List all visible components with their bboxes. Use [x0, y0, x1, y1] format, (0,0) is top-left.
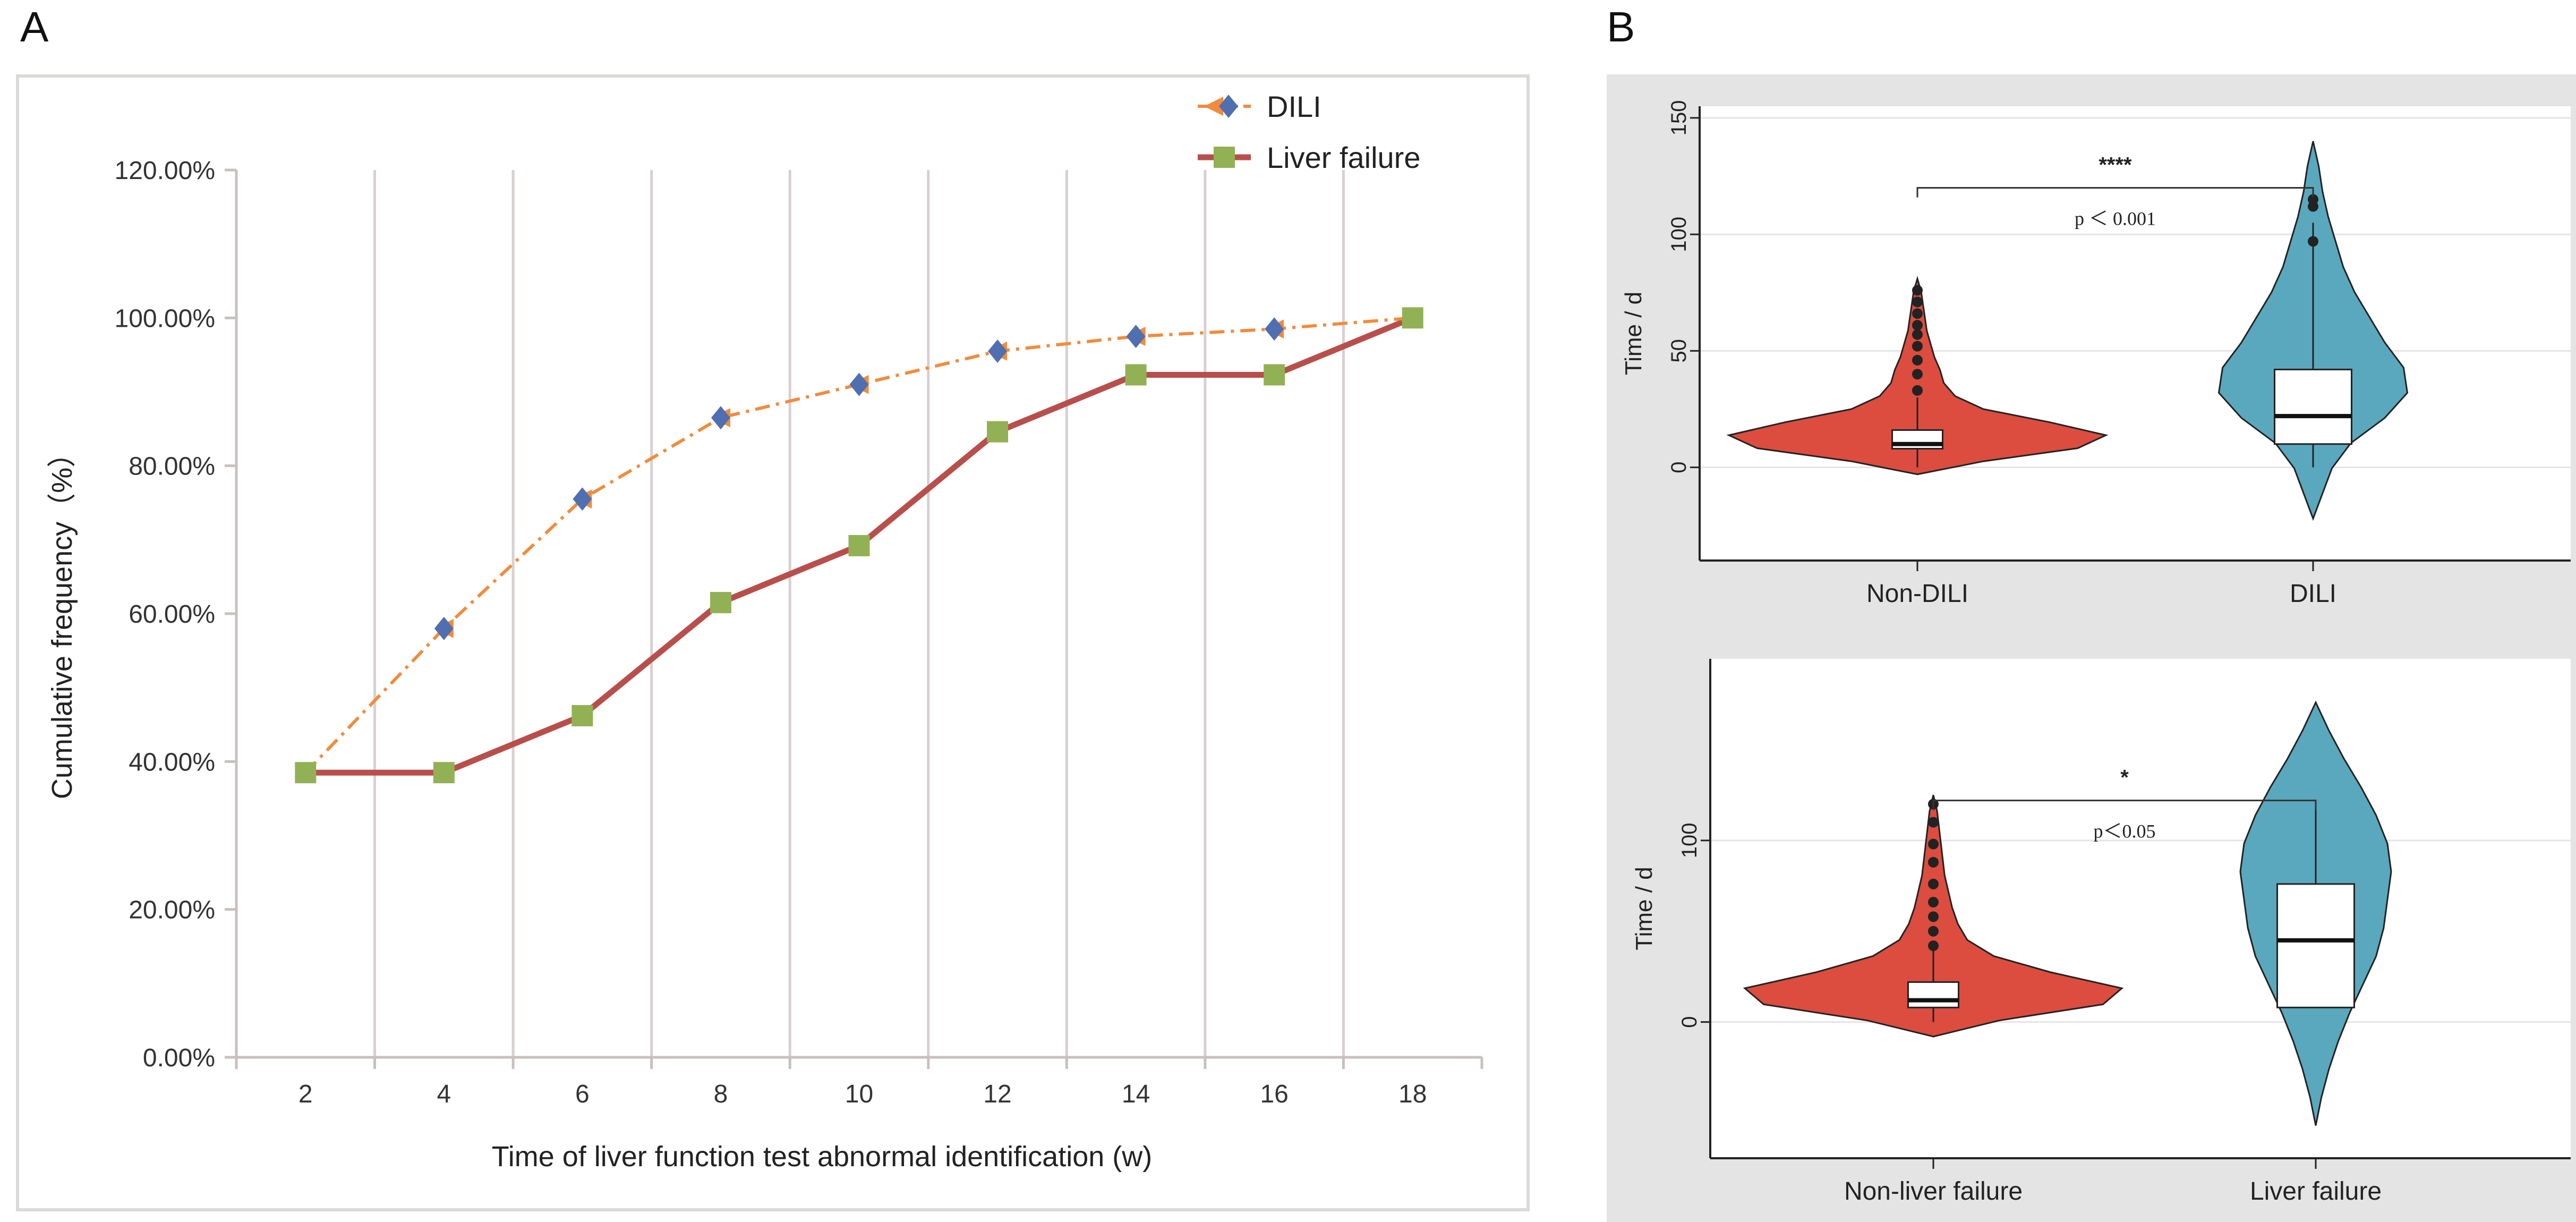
outlier-point	[1928, 838, 1939, 850]
outlier-point	[1912, 308, 1923, 319]
x-tick-label: 18	[1398, 1080, 1427, 1108]
x-tick-label: Non-DILI	[1866, 580, 1968, 608]
y-tick-label: 60.00%	[129, 600, 215, 629]
y-tick-label: 0	[1667, 461, 1691, 473]
y-tick-label: 120.00%	[115, 157, 216, 185]
liver-failure-point	[848, 534, 870, 556]
y-tick-label: 50	[1667, 339, 1691, 363]
panel-a-letter: A	[20, 3, 49, 50]
dili-point	[711, 406, 730, 430]
outlier-point	[1912, 296, 1923, 308]
p-value-label: p ＜ 0.001	[2075, 208, 2156, 229]
outlier-point	[2308, 194, 2318, 205]
box-2	[2274, 368, 2352, 445]
outlier-point	[1928, 926, 1939, 937]
legend-liver-failure-square	[1214, 147, 1235, 168]
legend-liver-failure-label: Liver failure	[1267, 141, 1420, 174]
liver-failure-point	[1402, 307, 1423, 329]
p-value-label: p＜0.05	[2093, 821, 2155, 842]
outlier-point	[1912, 341, 1923, 352]
outlier-point	[1912, 329, 1923, 340]
dili-point	[1265, 317, 1284, 341]
x-tick-label: 16	[1260, 1080, 1288, 1108]
panel-a-frame	[16, 74, 1530, 1211]
legend-dili-diamond	[1219, 95, 1238, 118]
y-tick-label: 80.00%	[129, 453, 215, 481]
x-tick-label: Liver failure	[2250, 1177, 2382, 1206]
outlier-point	[1928, 878, 1939, 889]
outlier-point	[1912, 285, 1923, 296]
dili-point	[988, 339, 1008, 363]
dili-point	[434, 616, 454, 640]
y-axis-label: Time / d	[1620, 292, 1647, 375]
outlier-point	[1912, 320, 1923, 331]
liver-failure-point	[987, 421, 1009, 443]
outlier-point	[1912, 354, 1923, 366]
liver-failure-point	[1264, 364, 1285, 386]
y-tick-label: 100	[1667, 217, 1691, 252]
outlier-point	[1928, 911, 1939, 922]
significance-bracket	[1916, 186, 2314, 198]
significance-stars: *	[2120, 766, 2129, 790]
outlier-point	[2308, 236, 2318, 247]
plot-area	[1700, 106, 2571, 561]
liver-failure-point	[572, 705, 593, 727]
significance-bracket	[1932, 800, 2317, 810]
cumulative-frequency-chart: 0.00% 20.00% 40.00% 60.00% 80.00% 100.00% 120.…	[46, 90, 1483, 1173]
dili-point	[1126, 325, 1146, 349]
box-1	[1907, 981, 1959, 1008]
y-tick-label: 0	[1678, 1016, 1701, 1028]
dili-point	[573, 487, 592, 511]
panel-b-letter: B	[1607, 3, 1635, 50]
liver-failure-point	[295, 762, 317, 784]
x-tick-label: 4	[437, 1080, 451, 1108]
x-tick-label: Non-liver failure	[1844, 1177, 2023, 1206]
x-tick-label: 10	[845, 1080, 873, 1108]
outlier-point	[1912, 385, 1923, 396]
outlier-point	[1912, 369, 1923, 380]
y-tick-label: 100.00%	[115, 304, 216, 333]
outlier-point	[1928, 940, 1939, 952]
violin-chart-liver-failure: 0 100 Time / d Non-liver failure Liver failu…	[1631, 659, 2571, 1206]
y-tick-label: 40.00%	[129, 748, 215, 776]
liver-failure-point	[710, 592, 731, 614]
violin-chart-dili: 0 50 100 150 Time / d Non-DILI DILI **** p ＜ 0.0…	[1620, 100, 2571, 608]
dili-point	[849, 372, 869, 396]
outlier-point	[1928, 817, 1939, 828]
x-tick-label: 14	[1122, 1080, 1150, 1108]
y-tick-label: 100	[1678, 822, 1701, 858]
x-tick-label: 12	[983, 1080, 1011, 1108]
significance-stars: ****	[2099, 153, 2132, 176]
plot-area	[1710, 659, 2571, 1158]
x-tick-label: 8	[714, 1080, 728, 1108]
outlier-point	[1928, 856, 1939, 868]
y-tick-label: 20.00%	[129, 896, 215, 924]
liver-failure-point	[1125, 364, 1147, 386]
x-tick-label: DILI	[2290, 580, 2336, 608]
y-tick-label: 150	[1667, 100, 1691, 136]
y-axis-label: Time / d	[1631, 867, 1657, 950]
y-axis-label: Cumulative frequency（%）	[46, 439, 78, 799]
x-tick-label: 2	[298, 1080, 313, 1108]
liver-failure-point	[433, 762, 455, 784]
x-tick-label: 6	[575, 1080, 590, 1108]
y-tick-label: 0.00%	[143, 1044, 215, 1072]
legend-dili-arrow	[1204, 97, 1223, 116]
outlier-point	[1928, 897, 1939, 908]
x-axis-label: Time of liver function test abnormal ide…	[492, 1141, 1153, 1173]
legend-dili-label: DILI	[1267, 90, 1321, 123]
box-2	[2276, 883, 2355, 1008]
